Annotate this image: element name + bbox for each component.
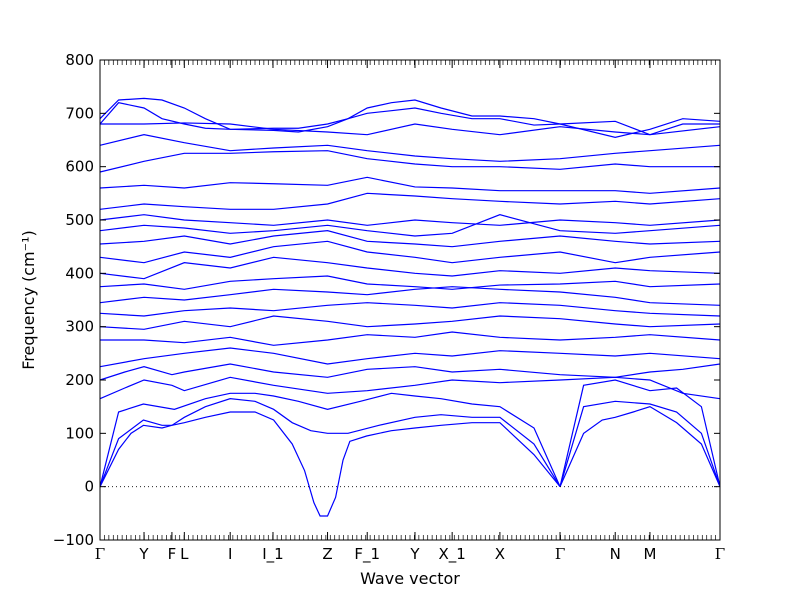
- band-line: [99, 376, 721, 400]
- x-tick-labels: Γ Y F L I I_1 Z F_1 Y X_1 X Γ N M Γ: [95, 545, 725, 564]
- band-line: [99, 240, 721, 264]
- band-line: [99, 230, 721, 248]
- y-tick-label: 500: [65, 211, 94, 229]
- y-tick-label: 200: [65, 371, 94, 389]
- band-line: [99, 102, 720, 136]
- band-line: [99, 214, 721, 237]
- band-line: [100, 331, 721, 346]
- high-symmetry-label: X: [495, 545, 505, 563]
- y-tick-label: 400: [65, 264, 94, 282]
- band-line: [99, 302, 721, 317]
- band-line: [559, 406, 721, 487]
- band-line: [99, 192, 721, 210]
- band-line: [559, 379, 721, 487]
- axis-ticks: [99, 59, 721, 541]
- high-symmetry-label: L: [180, 545, 189, 563]
- band-line: [99, 411, 561, 517]
- band-line: [99, 286, 721, 306]
- band-line: [99, 134, 721, 162]
- y-tick-label: 0: [84, 478, 94, 496]
- band-line: [99, 275, 721, 290]
- band-line: [99, 150, 720, 173]
- band-line: [99, 363, 721, 381]
- band-line: [99, 398, 561, 487]
- y-tick-label: 700: [65, 104, 94, 122]
- high-symmetry-label: Γ: [555, 545, 565, 563]
- high-symmetry-label: Γ: [715, 545, 725, 563]
- band-line: [99, 392, 561, 487]
- high-symmetry-label: Z: [322, 545, 332, 563]
- band-line: [99, 176, 721, 194]
- y-tick-label: 600: [65, 158, 94, 176]
- high-symmetry-label: X_1: [438, 545, 465, 564]
- high-symmetry-label: Γ: [95, 545, 105, 563]
- high-symmetry-label: F: [168, 545, 177, 563]
- band-line: [99, 315, 721, 330]
- high-symmetry-label: Y: [138, 545, 149, 563]
- high-symmetry-label: F_1: [354, 545, 380, 564]
- high-symmetry-label: Y: [409, 545, 420, 563]
- band-line: [99, 97, 721, 138]
- y-tick-label: 300: [65, 318, 94, 336]
- high-symmetry-label: N: [610, 545, 621, 563]
- y-axis-label: Frequency (cm⁻¹): [19, 230, 38, 369]
- y-tick-label: 100: [65, 424, 94, 442]
- band-line: [99, 256, 721, 280]
- x-axis-label: Wave vector: [360, 569, 460, 588]
- plot-frame: [99, 59, 721, 541]
- band-line: [559, 400, 721, 487]
- band-line: [100, 122, 721, 136]
- high-symmetry-label: M: [643, 545, 656, 563]
- band-lines: [99, 97, 721, 517]
- high-symmetry-label: I: [228, 545, 232, 563]
- y-tick-label: 800: [65, 51, 94, 69]
- band-line: [99, 214, 721, 226]
- y-tick-label: −100: [53, 531, 94, 549]
- y-tick-labels: −100 0 100 200 300 400 500 600 700 800: [53, 51, 94, 549]
- high-symmetry-label: I_1: [262, 545, 283, 564]
- band-line: [99, 347, 721, 368]
